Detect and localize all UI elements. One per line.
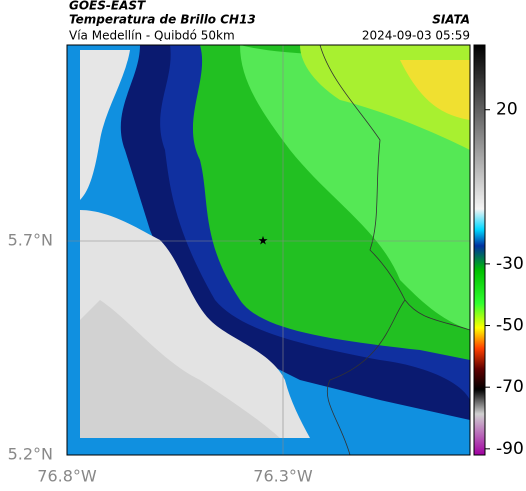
- colorbar-tick-label: -90: [496, 439, 524, 459]
- product: Temperatura de Brillo CH13: [69, 13, 256, 27]
- subtitle: Vía Medellín - Quibdó 50km: [69, 29, 235, 43]
- brand: SIATA: [432, 13, 470, 27]
- svg-text:★: ★: [258, 234, 269, 248]
- colorbar-tick-label: -30: [496, 254, 524, 274]
- x-label: 76.3°W: [253, 467, 313, 486]
- y-label: 5.7°N: [8, 231, 53, 250]
- x-label: 76.8°W: [37, 467, 97, 486]
- title: GOES-EAST: [69, 0, 146, 13]
- y-label: 5.2°N: [8, 445, 53, 464]
- colorbar-tick-label: 20: [496, 100, 518, 120]
- colorbar: [473, 44, 486, 456]
- timestamp: 2024-09-03 05:59: [362, 29, 470, 43]
- colorbar-ticks: 20 -30 -50 -70 -90: [485, 100, 524, 459]
- map-frame: [66, 44, 471, 456]
- colorbar-tick-label: -70: [496, 377, 524, 397]
- colorbar-tick-label: -50: [496, 316, 524, 336]
- map-image: ★: [67, 45, 470, 455]
